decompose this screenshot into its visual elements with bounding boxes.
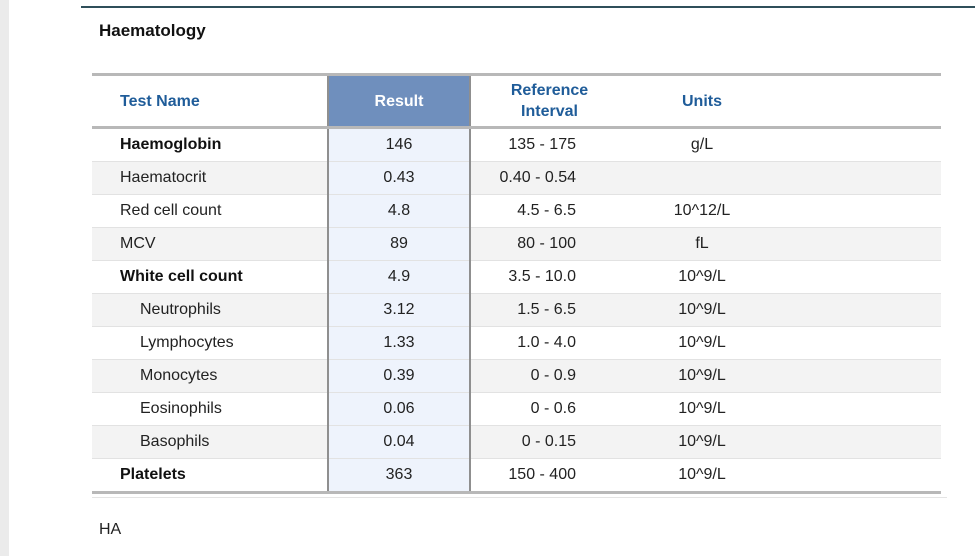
test-name-cell: Platelets — [92, 458, 328, 494]
table-row: Monocytes 0.39 0 - 0.9 10^9/L — [92, 359, 941, 393]
header-reference-line1: Reference — [510, 82, 589, 99]
table-header-row: Test Name Result Reference Interval Unit… — [92, 73, 941, 129]
table-row: Neutrophils 3.12 1.5 - 6.5 10^9/L — [92, 293, 941, 327]
result-cell: 0.06 — [327, 392, 471, 426]
units-cell: 10^9/L — [628, 392, 776, 426]
reference-interval-cell: 150 - 400 — [470, 458, 628, 494]
reference-interval-cell: 0.40 - 0.54 — [470, 161, 628, 195]
table-row: Lymphocytes 1.33 1.0 - 4.0 10^9/L — [92, 326, 941, 360]
test-name-cell: Haemoglobin — [92, 127, 328, 162]
table-row: Haemoglobin 146 135 - 175 g/L — [92, 127, 941, 162]
units-cell: 10^9/L — [628, 260, 776, 294]
section-title: Haematology — [99, 21, 206, 40]
reference-interval-cell: 0 - 0.9 — [470, 359, 628, 393]
haematology-results-table: Test Name Result Reference Interval Unit… — [92, 73, 941, 494]
table-row: Platelets 363 150 - 400 10^9/L — [92, 458, 941, 494]
result-cell: 0.39 — [327, 359, 471, 393]
header-test-name: Test Name — [92, 73, 328, 129]
spacer-cell — [776, 127, 941, 162]
test-name-cell: Neutrophils — [92, 293, 328, 327]
test-name-cell: Eosinophils — [92, 392, 328, 426]
spacer-cell — [776, 161, 941, 195]
header-reference-line2: Interval — [521, 103, 578, 120]
result-cell: 0.43 — [327, 161, 471, 195]
result-cell: 1.33 — [327, 326, 471, 360]
footer-initials: HA — [99, 521, 122, 538]
spacer-cell — [776, 458, 941, 494]
result-cell: 363 — [327, 458, 471, 494]
reference-interval-cell: 0 - 0.15 — [470, 425, 628, 459]
top-divider — [81, 6, 975, 8]
units-cell: g/L — [628, 127, 776, 162]
result-cell: 3.12 — [327, 293, 471, 327]
units-cell: 10^12/L — [628, 194, 776, 228]
units-cell: 10^9/L — [628, 425, 776, 459]
reference-interval-cell: 135 - 175 — [470, 127, 628, 162]
reference-interval-cell: 1.0 - 4.0 — [470, 326, 628, 360]
reference-interval-cell: 1.5 - 6.5 — [470, 293, 628, 327]
reference-interval-cell: 4.5 - 6.5 — [470, 194, 628, 228]
spacer-cell — [776, 326, 941, 360]
units-cell: 10^9/L — [628, 458, 776, 494]
table-row: MCV 89 80 - 100 fL — [92, 227, 941, 261]
result-cell: 0.04 — [327, 425, 471, 459]
table-row: Eosinophils 0.06 0 - 0.6 10^9/L — [92, 392, 941, 426]
test-name-cell: MCV — [92, 227, 328, 261]
spacer-cell — [776, 359, 941, 393]
spacer-cell — [776, 392, 941, 426]
test-name-cell: Monocytes — [92, 359, 328, 393]
table-row: Red cell count 4.8 4.5 - 6.5 10^12/L — [92, 194, 941, 228]
units-cell — [628, 161, 776, 195]
test-name-cell: Basophils — [92, 425, 328, 459]
test-name-cell: Lymphocytes — [92, 326, 328, 360]
reference-interval-cell: 80 - 100 — [470, 227, 628, 261]
table-row: White cell count 4.9 3.5 - 10.0 10^9/L — [92, 260, 941, 294]
report-page: Haematology Test Name Result Reference I… — [9, 0, 975, 556]
spacer-cell — [776, 194, 941, 228]
units-cell: 10^9/L — [628, 293, 776, 327]
spacer-cell — [776, 227, 941, 261]
header-units: Units — [628, 73, 776, 129]
spacer-cell — [776, 425, 941, 459]
table-row: Basophils 0.04 0 - 0.15 10^9/L — [92, 425, 941, 459]
reference-interval-cell: 3.5 - 10.0 — [470, 260, 628, 294]
test-name-cell: Red cell count — [92, 194, 328, 228]
test-name-cell: Haematocrit — [92, 161, 328, 195]
header-result: Result — [327, 73, 471, 129]
table-row: Haematocrit 0.43 0.40 - 0.54 — [92, 161, 941, 195]
result-cell: 89 — [327, 227, 471, 261]
header-reference-interval: Reference Interval — [470, 73, 628, 129]
bottom-divider — [92, 497, 947, 498]
units-cell: 10^9/L — [628, 326, 776, 360]
units-cell: fL — [628, 227, 776, 261]
header-spacer — [776, 73, 941, 129]
spacer-cell — [776, 260, 941, 294]
result-cell: 4.8 — [327, 194, 471, 228]
result-cell: 146 — [327, 127, 471, 162]
units-cell: 10^9/L — [628, 359, 776, 393]
reference-interval-cell: 0 - 0.6 — [470, 392, 628, 426]
spacer-cell — [776, 293, 941, 327]
result-cell: 4.9 — [327, 260, 471, 294]
test-name-cell: White cell count — [92, 260, 328, 294]
